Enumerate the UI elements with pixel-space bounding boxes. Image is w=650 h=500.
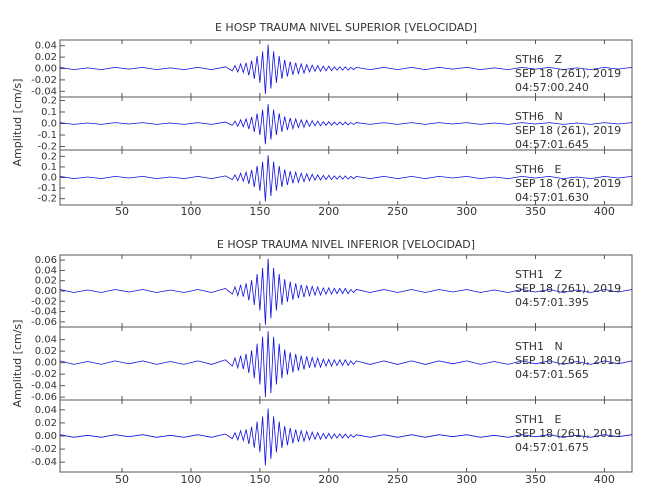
y-tick-label: -0.1 [37, 183, 57, 194]
x-tick-label: 350 [525, 473, 546, 486]
time-label: 04:57:01.675 [515, 441, 589, 454]
x-tick-label: 50 [115, 473, 129, 486]
x-tick-label: 100 [180, 473, 201, 486]
x-tick-label: 100 [180, 205, 201, 218]
x-tick-label: 250 [387, 473, 408, 486]
y-tick-label: -0.02 [31, 296, 57, 307]
waveform [59, 155, 633, 202]
y-tick-label: 0.00 [35, 358, 57, 369]
chart-title: E HOSP TRAUMA NIVEL SUPERIOR [VELOCIDAD] [215, 21, 477, 34]
y-tick-label: 0.02 [35, 418, 57, 429]
y-axis-label: Amplitud [cm/s] [11, 320, 24, 408]
y-tick-label: 0.0 [41, 119, 57, 130]
y-tick-label: 0.04 [35, 41, 57, 52]
y-tick-label: 0.02 [35, 276, 57, 287]
chart-title: E HOSP TRAUMA NIVEL INFERIOR [VELOCIDAD] [217, 238, 475, 251]
time-label: 04:57:01.565 [515, 368, 589, 381]
x-tick-label: 200 [318, 205, 339, 218]
y-tick-label: 0.00 [35, 286, 57, 297]
time-label: 04:57:01.630 [515, 191, 589, 204]
waveform [59, 44, 633, 95]
y-tick-label: 0.00 [35, 64, 57, 75]
date-label: SEP 18 (261), 2019 [515, 177, 621, 190]
y-tick-label: -0.04 [31, 381, 57, 392]
y-tick-label: 0.02 [35, 346, 57, 357]
y-tick-label: -0.02 [31, 75, 57, 86]
station-label: STH6 E [515, 163, 561, 176]
y-tick-label: 0.02 [35, 52, 57, 63]
waveform [59, 408, 633, 466]
y-axis-label: Amplitud [cm/s] [11, 79, 24, 167]
waveform [59, 330, 633, 398]
x-tick-label: 150 [249, 473, 270, 486]
station-label: STH6 Z [515, 53, 562, 66]
x-tick-label: 300 [456, 473, 477, 486]
station-label: STH6 N [515, 110, 563, 123]
date-label: SEP 18 (261), 2019 [515, 124, 621, 137]
date-label: SEP 18 (261), 2019 [515, 354, 621, 367]
y-tick-label: -0.2 [37, 142, 57, 153]
date-label: SEP 18 (261), 2019 [515, 427, 621, 440]
y-tick-label: 0.1 [41, 162, 57, 173]
y-tick-label: 0.00 [35, 431, 57, 442]
y-tick-label: -0.2 [37, 194, 57, 205]
y-tick-label: -0.04 [31, 86, 57, 97]
time-label: 04:57:01.395 [515, 296, 589, 309]
x-tick-label: 350 [525, 205, 546, 218]
x-tick-label: 150 [249, 205, 270, 218]
y-tick-label: 0.04 [35, 265, 57, 276]
time-label: 04:57:00.240 [515, 81, 589, 94]
y-tick-label: -0.06 [31, 392, 57, 403]
station-label: STH1 N [515, 340, 563, 353]
y-tick-label: 0.2 [41, 95, 57, 106]
x-tick-label: 300 [456, 205, 477, 218]
x-tick-label: 400 [594, 473, 615, 486]
y-tick-label: -0.06 [31, 317, 57, 328]
x-tick-label: 250 [387, 205, 408, 218]
x-tick-label: 50 [115, 205, 129, 218]
y-tick-label: 0.04 [35, 335, 57, 346]
x-tick-label: 400 [594, 205, 615, 218]
y-tick-label: 0.0 [41, 173, 57, 184]
y-tick-label: -0.04 [31, 307, 57, 318]
station-label: STH1 E [515, 413, 561, 426]
y-tick-label: -0.02 [31, 444, 57, 455]
y-tick-label: 0.1 [41, 107, 57, 118]
waveform [59, 258, 633, 325]
x-tick-label: 200 [318, 473, 339, 486]
y-tick-label: -0.04 [31, 457, 57, 468]
waveform [59, 104, 633, 145]
y-tick-label: 0.06 [35, 255, 57, 266]
date-label: SEP 18 (261), 2019 [515, 282, 621, 295]
station-label: STH1 Z [515, 268, 562, 281]
date-label: SEP 18 (261), 2019 [515, 67, 621, 80]
y-tick-label: -0.1 [37, 130, 57, 141]
y-tick-label: -0.02 [31, 369, 57, 380]
time-label: 04:57:01.645 [515, 138, 589, 151]
y-tick-label: 0.04 [35, 405, 57, 416]
y-tick-label: 0.2 [41, 151, 57, 162]
